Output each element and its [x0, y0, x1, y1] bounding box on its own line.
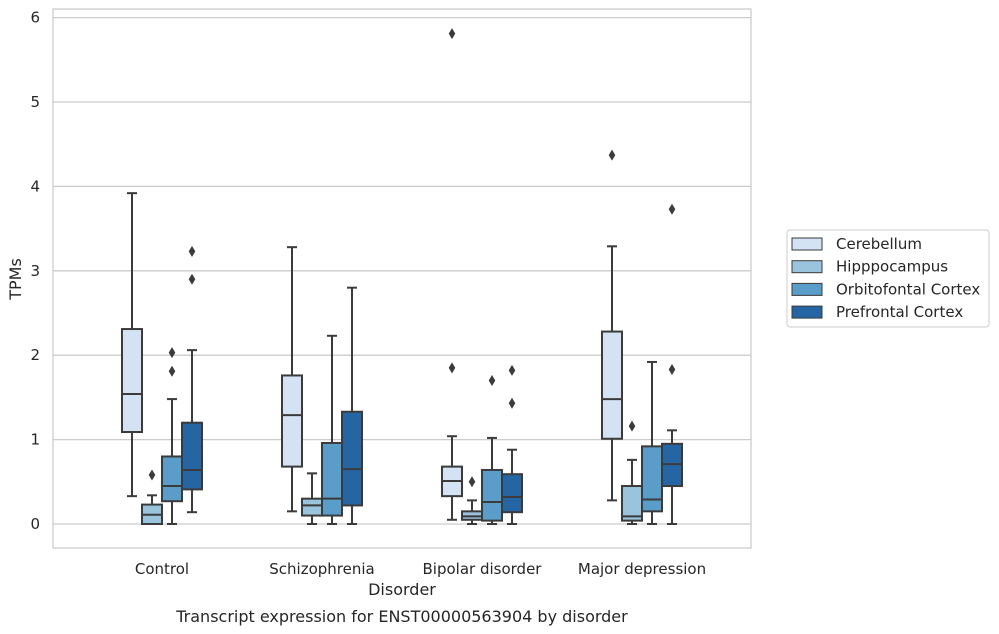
outlier-0 [468, 476, 476, 488]
x-tick-label-3: Major depression [578, 560, 706, 578]
outlier-1 [448, 28, 456, 40]
box-0-1 [141, 469, 163, 526]
legend-swatch-0 [791, 237, 823, 251]
box-2-0 [441, 28, 463, 521]
y-tick-label-3: 3 [30, 262, 40, 280]
box-1-0 [281, 246, 303, 513]
box-3-1 [621, 420, 643, 525]
outlier-0 [668, 364, 676, 376]
y-tick-label-1: 1 [30, 431, 40, 449]
box-body [121, 328, 143, 434]
outlier-0 [188, 273, 196, 285]
box-2-2 [481, 375, 503, 525]
legend-frame [786, 229, 990, 328]
box-0-2 [161, 347, 183, 525]
legend-label-3: Prefrontal Cortex [836, 303, 963, 321]
box-3-3 [661, 203, 683, 525]
y-tick-label-4: 4 [30, 177, 40, 195]
outlier-0 [168, 365, 176, 377]
box-2-1 [461, 476, 483, 525]
outlier-0 [448, 362, 456, 374]
outlier-0 [628, 420, 636, 432]
legend-label-1: Hipppocampus [836, 258, 948, 276]
box-body [321, 441, 343, 517]
x-axis-label: Disorder [368, 580, 436, 599]
y-tick-label-2: 2 [30, 346, 40, 364]
chart-title: Transcript expression for ENST0000056390… [175, 607, 628, 626]
y-axis-ticks: 0 1 2 3 4 5 6 [30, 9, 40, 533]
box-body [601, 330, 623, 440]
plot-area-frame [52, 8, 752, 549]
outlier-0 [488, 375, 496, 387]
legend: Cerebellum Hipppocampus Orbitofontal Corte… [786, 229, 990, 328]
legend-swatch-3 [791, 305, 823, 319]
outlier-1 [508, 364, 516, 376]
box-body [341, 410, 363, 507]
legend-label-2: Orbitofontal Cortex [836, 280, 980, 298]
outlier-1 [168, 347, 176, 359]
outlier-0 [148, 469, 156, 481]
box-body [161, 455, 183, 503]
legend-swatch-1 [791, 260, 823, 274]
legend-swatch-2 [791, 282, 823, 296]
outlier-0 [608, 149, 616, 161]
box-body [181, 421, 203, 491]
box-0-0 [121, 192, 143, 498]
outlier-1 [668, 203, 676, 215]
box-body [481, 468, 503, 522]
box-3-0 [601, 149, 623, 502]
outlier-1 [188, 245, 196, 257]
x-tick-label-2: Bipolar disorder [423, 560, 543, 578]
x-tick-label-0: Control [135, 560, 189, 578]
box-0-3 [181, 245, 203, 514]
y-tick-label-0: 0 [30, 515, 40, 533]
box-1-2 [321, 334, 343, 525]
box-3-2 [641, 360, 663, 525]
box-body [281, 374, 303, 468]
box-2-3 [501, 364, 523, 525]
grid-lines [53, 16, 751, 525]
box-body [501, 473, 523, 514]
y-tick-label-6: 6 [30, 9, 40, 27]
x-tick-label-1: Schizophrenia [269, 560, 374, 578]
boxes [121, 28, 683, 526]
y-tick-label-5: 5 [30, 93, 40, 111]
box-1-3 [341, 286, 363, 525]
legend-label-0: Cerebellum [836, 235, 922, 253]
box-body [301, 497, 323, 517]
box-body [641, 445, 663, 513]
box-1-1 [301, 472, 323, 525]
x-axis-ticks: Control Schizophrenia Bipolar disorder Majo… [135, 560, 706, 578]
outlier-0 [508, 397, 516, 409]
y-axis-label: TPMs [6, 258, 25, 301]
